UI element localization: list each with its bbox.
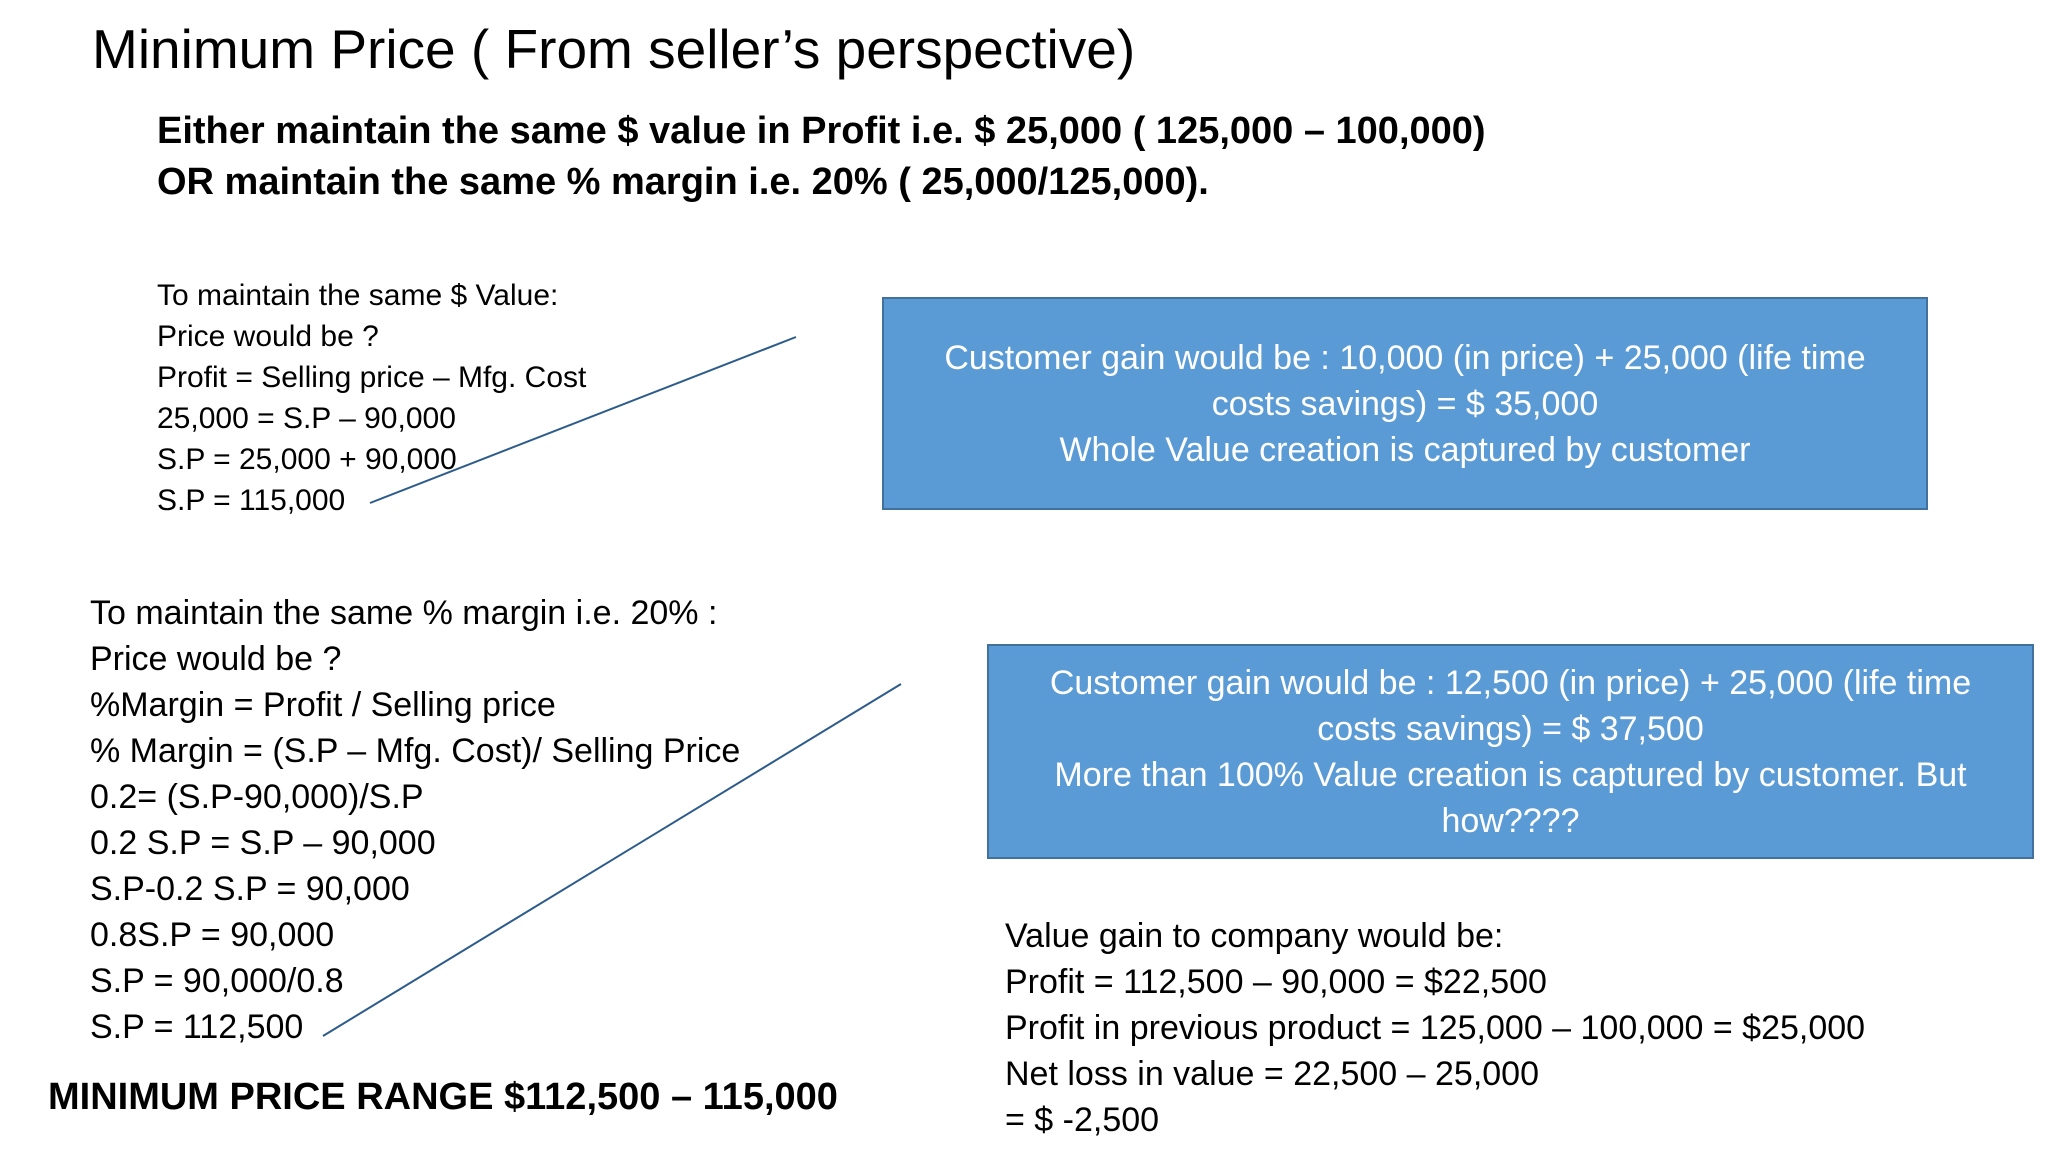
margin-calculation: To maintain the same % margin i.e. 20% :… (90, 590, 740, 1050)
calc-line: Price would be ? (157, 320, 379, 353)
dollar-value-calculation: To maintain the same $ Value: Price woul… (157, 275, 586, 521)
callout-text: Whole Value creation is captured by cust… (1059, 430, 1751, 469)
calc-line: 0.8S.P = 90,000 (90, 916, 335, 954)
company-value-calculation: Value gain to company would be: Profit =… (1005, 913, 1865, 1143)
minimum-price-range: MINIMUM PRICE RANGE $112,500 – 115,000 (48, 1076, 838, 1118)
slide-subtitle: Either maintain the same $ value in Prof… (157, 106, 1486, 208)
calc-line: To maintain the same % margin i.e. 20% : (90, 594, 718, 632)
calc-line: To maintain the same $ Value: (157, 279, 559, 312)
calc-line: S.P = 90,000/0.8 (90, 962, 344, 1000)
calc-line: 0.2= (S.P-90,000)/S.P (90, 778, 424, 816)
calc-line: 25,000 = S.P – 90,000 (157, 402, 456, 435)
subtitle-line-1: Either maintain the same $ value in Prof… (157, 110, 1486, 152)
calc-line: S.P-0.2 S.P = 90,000 (90, 870, 410, 908)
calc-line: Value gain to company would be: (1005, 917, 1504, 955)
calc-line: Net loss in value = 22,500 – 25,000 (1005, 1055, 1539, 1093)
slide-title: Minimum Price ( From seller’s perspectiv… (92, 18, 1136, 80)
callout-text: Customer gain would be : 10,000 (in pric… (944, 338, 1866, 423)
dollar-value-callout-box: Customer gain would be : 10,000 (in pric… (882, 297, 1928, 510)
calc-line: Price would be ? (90, 640, 342, 678)
calc-line: S.P = 112,500 (90, 1008, 304, 1046)
calc-line: S.P = 115,000 (157, 484, 346, 517)
calc-line: Profit = 112,500 – 90,000 = $22,500 (1005, 963, 1547, 1001)
calc-line: = $ -2,500 (1005, 1101, 1160, 1139)
calc-line: S.P = 25,000 + 90,000 (157, 443, 457, 476)
calc-line: 0.2 S.P = S.P – 90,000 (90, 824, 436, 862)
calc-line: Profit = Selling price – Mfg. Cost (157, 361, 587, 394)
callout-text: More than 100% Value creation is capture… (1054, 755, 1967, 840)
subtitle-line-2: OR maintain the same % margin i.e. 20% (… (157, 161, 1209, 203)
margin-callout-box: Customer gain would be : 12,500 (in pric… (987, 644, 2034, 859)
calc-line: Profit in previous product = 125,000 – 1… (1005, 1009, 1866, 1047)
callout-text: Customer gain would be : 12,500 (in pric… (1049, 663, 1972, 748)
calc-line: % Margin = (S.P – Mfg. Cost)/ Selling Pr… (90, 732, 741, 770)
calc-line: %Margin = Profit / Selling price (90, 686, 556, 724)
